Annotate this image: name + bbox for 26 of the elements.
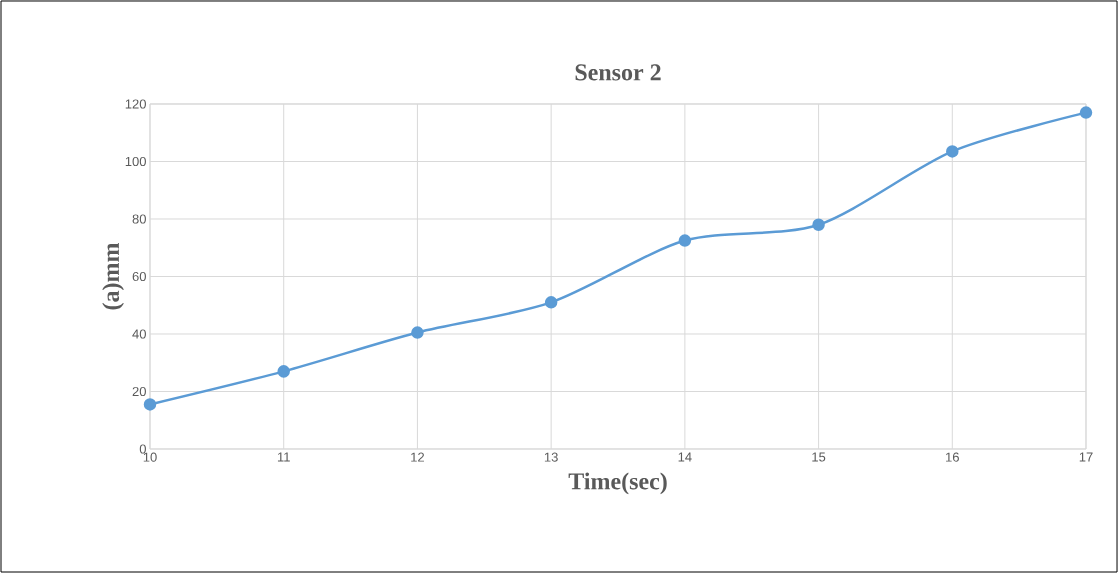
point	[678, 234, 692, 247]
y-axis-title: (a)mm	[102, 242, 124, 310]
x-tick-label: 16	[946, 452, 959, 462]
point	[812, 218, 825, 231]
y-tick-label: 20	[132, 386, 146, 397]
point	[143, 398, 157, 411]
x-tick-label: 10	[143, 452, 157, 462]
y-tick-label: 0	[139, 444, 146, 454]
y-tick-label: 120	[125, 99, 146, 109]
point	[277, 365, 290, 378]
point	[1079, 106, 1093, 119]
x-tick-label: 11	[277, 452, 290, 462]
chart-title: Sensor 2	[575, 64, 661, 81]
x-tick-label: 12	[411, 452, 425, 462]
x-tick-label: 14	[678, 452, 692, 462]
x-tick-label: 15	[812, 452, 826, 462]
y-tick-label: 80	[132, 214, 146, 224]
x-tick-label: 13	[544, 452, 558, 462]
point	[411, 326, 424, 339]
point	[946, 145, 959, 158]
y-tick-label: 100	[125, 156, 146, 167]
y-tick-label: 40	[132, 329, 146, 339]
x-axis-title: Time(sec)	[568, 472, 667, 495]
point	[544, 296, 558, 309]
y-tick-label: 60	[132, 271, 146, 282]
x-tick-label: 17	[1079, 452, 1093, 462]
